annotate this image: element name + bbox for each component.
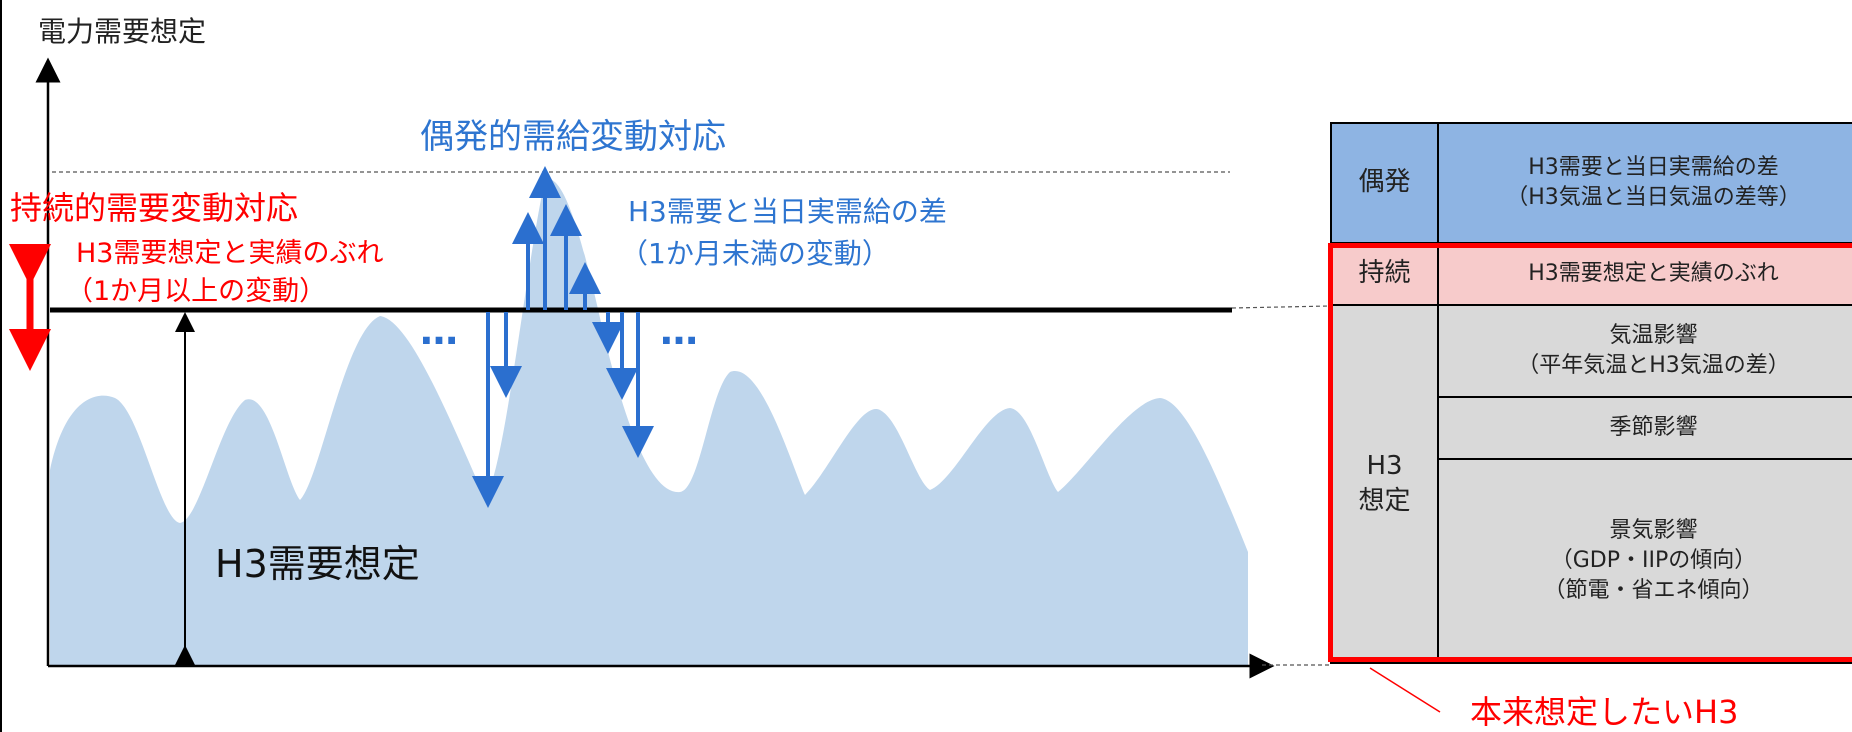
seasonal-effect: 季節影響	[1437, 396, 1852, 460]
sustained-title: 持続的需要変動対応	[10, 189, 299, 227]
table-row-sustained: 持続 H3需要想定と実績のぶれ	[1330, 242, 1852, 306]
category-h3-line-2: 想定	[1358, 486, 1411, 516]
breakdown-table: 偶発 H3需要と当日実需給の差 （H3気温と当日気温の差等） 持続 H3需要想定…	[1330, 122, 1852, 664]
table-row-sporadic: 偶発 H3需要と当日実需給の差 （H3気温と当日気温の差等）	[1330, 122, 1852, 244]
table-row-temperature: H3 想定 気温影響 （平年気温とH3気温の差）	[1330, 304, 1852, 664]
left-frame-border	[0, 0, 2, 732]
sustained-desc-2: （1か月以上の変動）	[66, 276, 327, 307]
ellipsis-left: …	[420, 309, 458, 353]
economic-effect-line-3: （節電・省エネ傾向）	[1543, 577, 1764, 603]
sporadic-detail: H3需要と当日実需給の差 （H3気温と当日気温の差等）	[1437, 122, 1852, 244]
category-sporadic: 偶発	[1330, 122, 1439, 244]
ellipsis-right: …	[660, 309, 698, 353]
sporadic-detail-line-2: （H3気温と当日気温の差等）	[1506, 185, 1801, 210]
sporadic-detail-line-1: H3需要と当日実需給の差	[1528, 155, 1779, 181]
temperature-effect-line-1: 気温影響	[1609, 323, 1698, 349]
table-row-season: 季節影響	[1331, 396, 1852, 460]
sustained-detail: H3需要想定と実績のぶれ	[1437, 242, 1852, 306]
page-title: 電力需要想定	[38, 15, 207, 48]
callout-line	[1369, 667, 1441, 713]
callout-label: 本来想定したいH3	[1470, 693, 1739, 731]
category-h3-estimate: H3 想定	[1330, 304, 1439, 664]
economic-effect: 景気影響 （GDP・IIPの傾向） （節電・省エネ傾向）	[1437, 458, 1852, 664]
category-sustained: 持続	[1330, 242, 1439, 306]
h3-demand-label: H3需要想定	[215, 542, 420, 586]
sustained-desc-1: H3需要想定と実績のぶれ	[76, 238, 384, 269]
table-row-economy: 景気影響 （GDP・IIPの傾向） （節電・省エネ傾向）	[1331, 458, 1852, 664]
sporadic-desc-2: （1か月未満の変動）	[620, 237, 890, 270]
economic-effect-line-2: （GDP・IIPの傾向）	[1550, 548, 1757, 574]
temperature-effect: 気温影響 （平年気温とH3気温の差）	[1437, 304, 1852, 398]
demand-area	[50, 179, 1248, 666]
temperature-effect-line-2: （平年気温とH3気温の差）	[1517, 353, 1790, 378]
sporadic-title: 偶発的需給変動対応	[420, 117, 726, 157]
economic-effect-line-1: 景気影響	[1609, 518, 1698, 544]
connector-h3-level	[1231, 305, 1331, 309]
category-h3-line-1: H3	[1366, 450, 1403, 481]
sporadic-desc-1: H3需要と当日実需給の差	[628, 195, 947, 228]
